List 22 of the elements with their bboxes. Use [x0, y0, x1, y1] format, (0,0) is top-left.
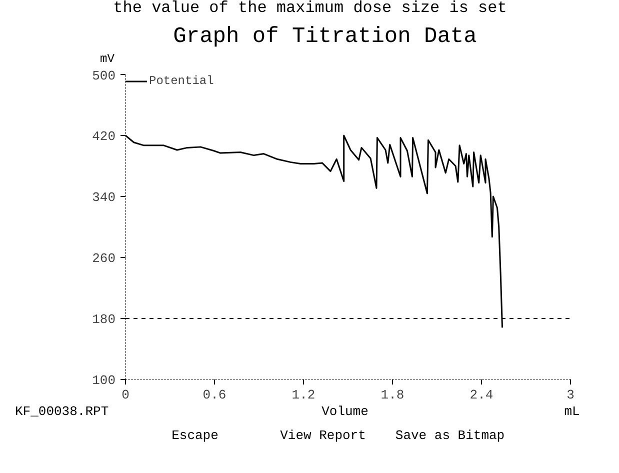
x-tick-label: 3	[566, 388, 574, 402]
text: mL	[564, 404, 580, 419]
y-tick-label: 260	[92, 251, 116, 266]
text: the value of the maximum dose size is set	[113, 0, 507, 17]
x-tick-label: 1.2	[292, 388, 316, 402]
chart-title: Graph of Titration Data	[173, 24, 477, 49]
x-tick-label: 2.4	[470, 388, 494, 402]
text: Escape	[172, 428, 218, 443]
text: View Report	[280, 428, 366, 443]
legend-label: Potential	[149, 74, 214, 88]
x-tick-label: 0.6	[202, 388, 226, 402]
x-tick-label: 1.8	[380, 388, 404, 402]
y-tick-label: 500	[92, 68, 116, 84]
y-tick-label: 420	[92, 129, 116, 144]
text: Save as Bitmap	[395, 428, 505, 443]
y-tick-label: 100	[92, 373, 116, 388]
x-tick-label: 0	[122, 388, 130, 402]
text: KF_00038.RPT	[15, 404, 109, 419]
x-axis-title: Volume	[322, 404, 368, 419]
y-tick-label: 180	[92, 312, 116, 327]
y-tick-label: 340	[92, 190, 116, 205]
y-axis-title: mV	[100, 52, 114, 66]
